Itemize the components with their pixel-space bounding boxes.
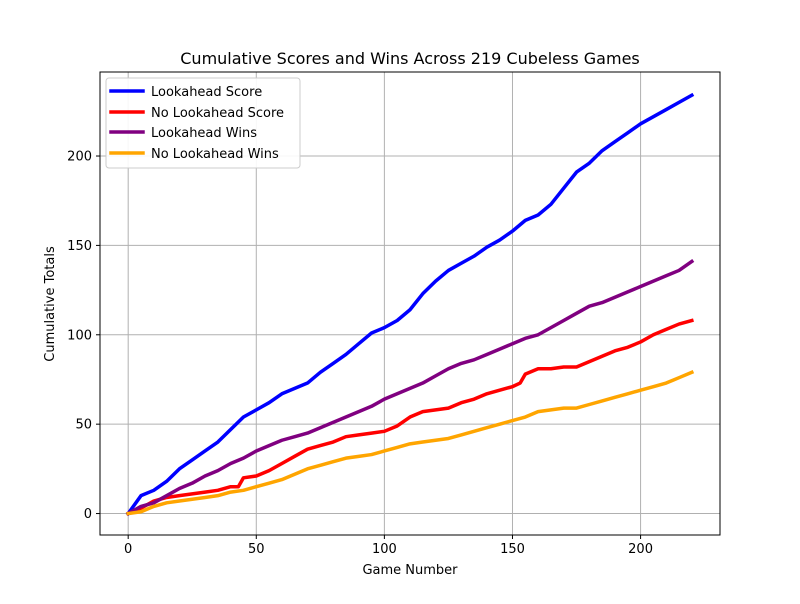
plot-area-frame (99, 71, 721, 536)
x-tick-label: 0 (124, 542, 132, 557)
series-lines (125, 92, 695, 516)
series-line-no-lookahead-score (125, 318, 694, 516)
series-line-lookahead-wins (125, 259, 695, 516)
legend: Lookahead Score No Lookahead Score Looka… (105, 77, 301, 169)
x-axis-label: Game Number (362, 563, 458, 578)
axis-ticks: 0 50 100 150 200 0 50 100 150 200 (67, 150, 653, 557)
x-tick-label: 50 (248, 542, 265, 557)
y-axis-label: Cumulative Totals (43, 246, 58, 362)
legend-label-lookahead-wins: Lookahead Wins (151, 126, 257, 141)
y-tick-label: 50 (75, 418, 92, 433)
series-line-lookahead-score (125, 92, 695, 516)
y-tick-label: 100 (67, 328, 92, 343)
y-tick-label: 150 (67, 239, 92, 254)
x-tick-label: 200 (628, 542, 653, 557)
legend-label-lookahead-score: Lookahead Score (151, 85, 262, 100)
y-tick-label: 0 (84, 507, 92, 522)
legend-label-no-lookahead-score: No Lookahead Score (151, 106, 284, 121)
grid (100, 72, 720, 535)
legend-box (105, 77, 301, 169)
series-line-no-lookahead-wins (126, 370, 695, 516)
x-tick-label: 100 (372, 542, 397, 557)
x-tick-label: 150 (500, 542, 525, 557)
chart-title: Cumulative Scores and Wins Across 219 Cu… (180, 49, 640, 68)
y-tick-label: 200 (67, 150, 92, 165)
legend-label-no-lookahead-wins: No Lookahead Wins (151, 147, 279, 162)
